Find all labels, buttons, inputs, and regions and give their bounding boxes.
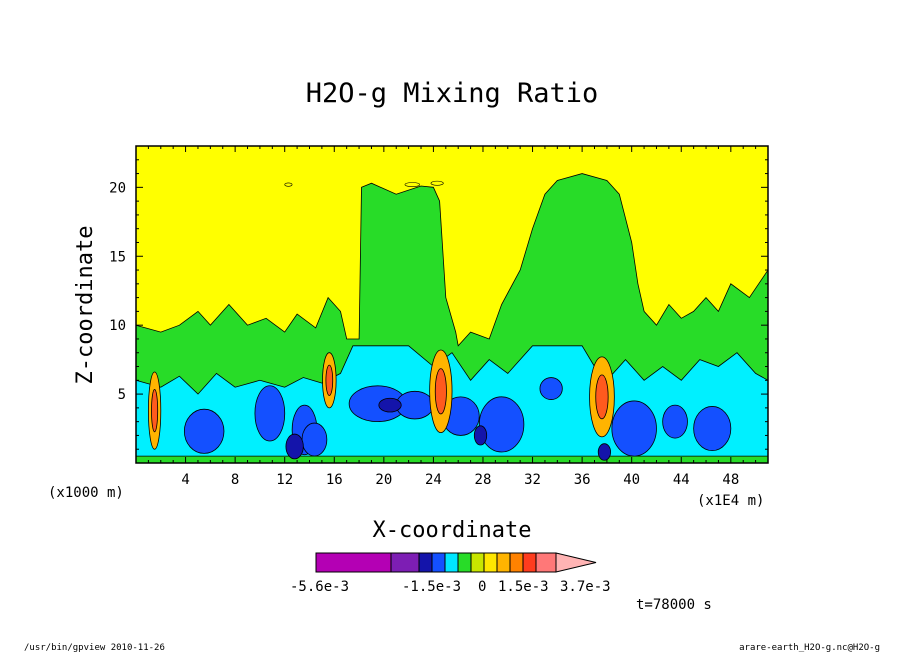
x-tick-label: 8 <box>231 472 239 488</box>
y-tick-label: 20 <box>109 180 126 196</box>
colorbar-swatch <box>418 552 433 573</box>
time-label: t=78000 s <box>636 597 712 613</box>
x-units-right: (x1E4 m) <box>697 493 764 509</box>
x-tick-label: 20 <box>375 472 392 488</box>
negative-core <box>183 408 225 454</box>
colorbar-swatch <box>535 552 557 573</box>
upper-island <box>404 182 421 187</box>
plot-frame <box>135 145 769 464</box>
upper-island <box>284 182 293 187</box>
footer-left: /usr/bin/gpview 2010-11-26 <box>24 643 165 653</box>
footer-right: arare-earth_H2O-g.nc@H2O-g <box>739 643 880 653</box>
deep-negative-core <box>597 443 612 461</box>
colorbar-swatch <box>509 552 524 573</box>
negative-core <box>611 400 657 457</box>
x-tick-label: 28 <box>475 472 492 488</box>
x-tick-label: 36 <box>574 472 591 488</box>
x-units-left: (x1000 m) <box>48 485 124 501</box>
colorbar-swatch <box>470 552 485 573</box>
negative-core <box>693 406 732 452</box>
colorbar-arrow <box>555 552 597 573</box>
colorbar-swatch <box>483 552 498 573</box>
y-tick-label: 5 <box>118 387 126 403</box>
positive-plume-core <box>434 368 447 415</box>
negative-core <box>395 390 434 420</box>
colorbar-swatch <box>522 552 537 573</box>
colorbar-swatch <box>444 552 459 573</box>
y-axis-label: Z-coordinate <box>73 226 98 385</box>
x-tick-label: 48 <box>722 472 739 488</box>
colorbar-label: 3.7e-3 <box>560 579 611 595</box>
negative-core <box>662 404 688 439</box>
x-tick-label: 24 <box>425 472 442 488</box>
colorbar-label: 0 <box>478 579 486 595</box>
deep-negative-core <box>473 425 488 446</box>
colorbar-label: -5.6e-3 <box>290 579 349 595</box>
x-tick-label: 4 <box>181 472 189 488</box>
colorbar-swatch <box>457 552 472 573</box>
plot-area <box>135 146 769 464</box>
negative-core <box>301 422 328 457</box>
colorbar-swatch <box>390 552 420 573</box>
negative-core <box>539 377 563 400</box>
x-tick-label: 32 <box>524 472 541 488</box>
x-axis-ticks: 4 8 12 16 20 24 28 32 36 40 44 48 <box>147 146 757 488</box>
y-tick-label: 15 <box>109 249 126 265</box>
colorbar-label: 1.5e-3 <box>498 579 549 595</box>
x-tick-label: 44 <box>673 472 690 488</box>
deep-negative-core <box>378 397 402 413</box>
x-axis-label: X-coordinate <box>373 518 532 543</box>
colorbar-label: -1.5e-3 <box>402 579 461 595</box>
colorbar-swatch <box>315 552 392 573</box>
colorbar-swatch <box>431 552 446 573</box>
negative-core <box>478 396 525 453</box>
colorbar-swatch <box>496 552 511 573</box>
upper-island <box>430 180 444 186</box>
chart-title: H2O-g Mixing Ratio <box>306 78 599 109</box>
y-tick-label: 10 <box>109 318 126 334</box>
x-tick-label: 16 <box>326 472 343 488</box>
x-tick-label: 12 <box>276 472 293 488</box>
y-axis-ticks: 5 10 15 20 <box>109 159 768 450</box>
positive-plume-core <box>151 389 159 433</box>
x-tick-label: 40 <box>623 472 640 488</box>
deep-negative-core <box>285 433 304 460</box>
positive-plume-core <box>595 374 609 420</box>
positive-plume-core <box>325 364 334 396</box>
negative-core <box>254 385 286 442</box>
colorbar-legend: -5.6e-3 -1.5e-3 0 1.5e-3 3.7e-3 <box>290 552 611 595</box>
